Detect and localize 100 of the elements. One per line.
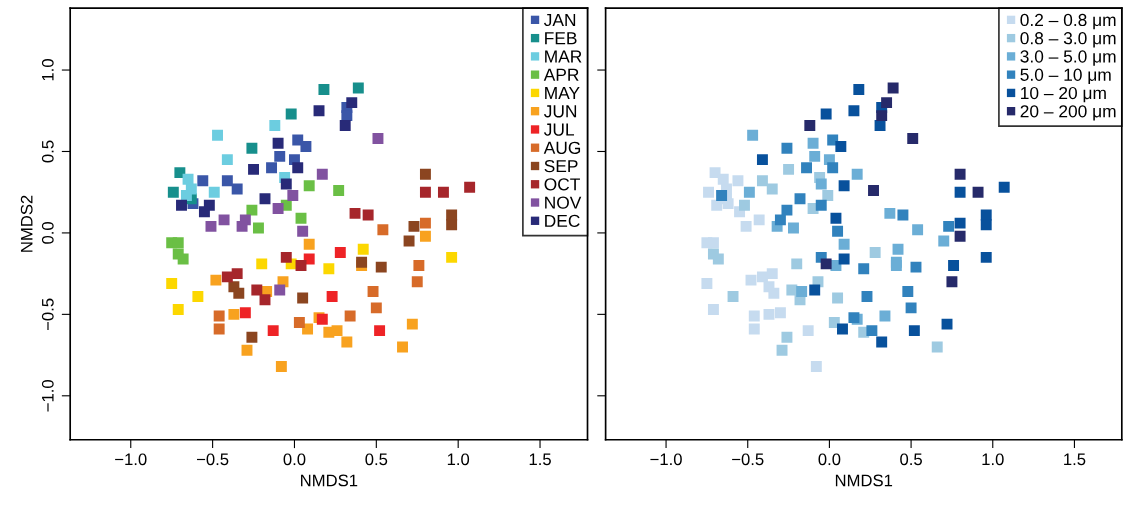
point — [801, 162, 813, 174]
point — [980, 251, 992, 263]
point — [331, 325, 343, 337]
point — [832, 292, 844, 304]
point — [197, 175, 209, 187]
x-tick-label: 0.5 — [365, 453, 388, 466]
legend-label: APR — [543, 68, 579, 81]
point — [269, 119, 281, 131]
point — [938, 235, 950, 247]
point — [948, 260, 960, 271]
point — [820, 258, 832, 270]
legend-label: OCT — [544, 178, 580, 191]
point — [876, 336, 888, 348]
point — [748, 323, 760, 335]
point — [408, 220, 420, 232]
point — [297, 292, 309, 304]
point — [781, 204, 793, 216]
point — [228, 308, 240, 320]
point — [246, 331, 258, 343]
point — [213, 310, 225, 322]
point — [446, 251, 458, 263]
point — [252, 222, 264, 234]
point — [280, 178, 292, 190]
point — [756, 175, 768, 187]
point — [295, 212, 307, 224]
point — [890, 256, 902, 268]
point — [954, 230, 966, 242]
point — [419, 230, 431, 242]
point — [346, 97, 358, 109]
point — [866, 325, 878, 337]
point — [781, 331, 793, 343]
point — [374, 325, 386, 337]
point — [954, 168, 966, 180]
point — [192, 290, 204, 302]
point — [205, 220, 217, 232]
point — [274, 284, 286, 296]
point — [832, 225, 844, 237]
point — [239, 307, 251, 319]
point — [998, 181, 1010, 193]
point — [722, 198, 734, 210]
point — [711, 199, 723, 211]
point — [167, 186, 179, 198]
x-tick-label: 0.5 — [900, 453, 922, 466]
point — [874, 119, 886, 131]
point — [318, 84, 330, 96]
point — [236, 220, 248, 232]
point — [853, 84, 865, 96]
point — [946, 276, 958, 288]
point — [246, 142, 258, 154]
point — [743, 186, 755, 198]
point — [285, 108, 297, 120]
point — [869, 247, 881, 258]
point — [807, 137, 819, 149]
point — [213, 323, 225, 335]
point — [172, 304, 184, 315]
point — [766, 268, 778, 280]
y-axis-title: NMDS2 — [20, 195, 33, 252]
point — [884, 207, 896, 219]
point — [827, 162, 839, 174]
point — [727, 290, 739, 302]
point — [902, 286, 914, 298]
legend-label: DEC — [545, 214, 580, 228]
point — [221, 154, 233, 166]
point — [437, 186, 449, 198]
point — [259, 193, 271, 205]
point — [809, 150, 821, 162]
point — [766, 183, 778, 195]
point — [905, 302, 917, 314]
point — [848, 105, 860, 117]
point — [876, 110, 888, 122]
point — [828, 317, 840, 328]
point — [176, 199, 187, 211]
point — [838, 253, 850, 265]
point — [716, 189, 728, 201]
point — [763, 308, 775, 320]
x-tick-label: 0.0 — [283, 453, 306, 466]
x-tick-label: −1.0 — [650, 453, 682, 466]
point — [837, 323, 848, 335]
point — [362, 209, 374, 221]
point — [931, 341, 943, 353]
point — [707, 304, 719, 315]
legend-label: SEP — [544, 159, 578, 173]
legend-label: JAN — [543, 13, 576, 27]
x-tick-label: −1.0 — [115, 453, 147, 466]
legend-label: JUL — [543, 123, 575, 136]
point — [313, 105, 325, 117]
point — [748, 310, 760, 322]
point — [272, 203, 284, 214]
y-tick-label: 1.0 — [41, 59, 54, 81]
point — [212, 129, 223, 141]
point — [248, 163, 260, 175]
point — [794, 193, 806, 205]
point — [251, 284, 263, 296]
point — [943, 220, 955, 232]
legend-label: AUG — [543, 141, 581, 154]
point — [231, 183, 243, 195]
legend-label: 10 – 20 μm — [1021, 86, 1106, 103]
point — [241, 344, 253, 356]
point — [344, 310, 356, 322]
legend-label: NOV — [545, 196, 582, 209]
